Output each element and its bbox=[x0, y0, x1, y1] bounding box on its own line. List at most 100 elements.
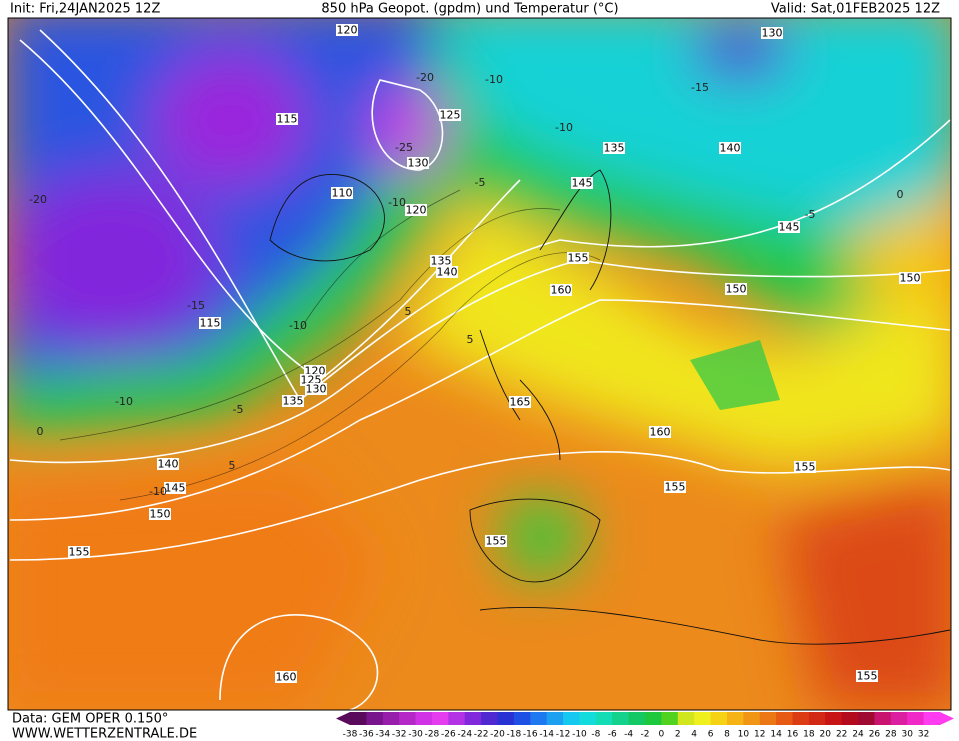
geopotential-label: 160 bbox=[650, 426, 671, 439]
geopotential-label-bg bbox=[157, 458, 179, 470]
colorbar-arrow-right bbox=[940, 712, 954, 725]
colorbar-label: -22 bbox=[474, 730, 489, 740]
colorbar-swatch bbox=[792, 712, 810, 725]
colorbar-label: -14 bbox=[539, 730, 554, 740]
geopotential-label-bg bbox=[899, 272, 921, 284]
geopotential-label-bg bbox=[439, 109, 461, 121]
temperature-label: 5 bbox=[405, 305, 412, 318]
colorbar-swatch bbox=[808, 712, 826, 725]
coastlines bbox=[269, 169, 951, 645]
geopotential-label: 140 bbox=[437, 266, 458, 279]
geopotential-label: 120 bbox=[337, 24, 358, 37]
temperature-contours bbox=[59, 189, 601, 501]
colorbar-label: -36 bbox=[359, 730, 374, 740]
geopotential-label: 155 bbox=[665, 481, 686, 494]
colorbar-label: -24 bbox=[457, 730, 472, 740]
colorbar-swatch bbox=[350, 712, 367, 725]
geopotential-label-bg bbox=[567, 252, 589, 264]
geopotential-label: 110 bbox=[332, 187, 353, 200]
colorbar-swatch bbox=[694, 712, 712, 725]
colorbar-swatch bbox=[464, 712, 482, 725]
geopotential-label-bg bbox=[778, 221, 800, 233]
colorbar-swatch bbox=[628, 712, 646, 725]
geopotential-contours bbox=[9, 29, 951, 710]
geopotential-label: 155 bbox=[486, 535, 507, 548]
colorbar-swatch bbox=[645, 712, 662, 725]
geopotential-label-bg bbox=[725, 283, 747, 295]
colorbar-label: -10 bbox=[572, 730, 587, 740]
colorbar-label: -4 bbox=[624, 730, 633, 740]
temperature-label: -10 bbox=[149, 485, 167, 498]
geopotential-label: 155 bbox=[69, 546, 90, 559]
colorbar-swatch bbox=[759, 712, 777, 725]
colorbar-label: -12 bbox=[556, 730, 571, 740]
colorbar-swatch bbox=[497, 712, 515, 725]
temperature-label: -15 bbox=[187, 299, 205, 312]
colorbar-label: 22 bbox=[836, 730, 847, 740]
geopotential-label-bg bbox=[603, 142, 625, 154]
temperature-label: 5 bbox=[229, 459, 236, 472]
geopotential-label-bg bbox=[761, 27, 783, 39]
temperature-label: 0 bbox=[897, 188, 904, 201]
geopotential-label: 115 bbox=[277, 113, 298, 126]
colorbar-label: 6 bbox=[708, 730, 714, 740]
colorbar-label: 28 bbox=[885, 730, 897, 740]
geopotential-label-bg bbox=[856, 670, 878, 682]
geopotential-label: 145 bbox=[165, 482, 186, 495]
valid-time: Valid: Sat,01FEB2025 12Z bbox=[771, 2, 940, 17]
geopotential-label: 165 bbox=[510, 396, 531, 409]
geopotential-label: 145 bbox=[572, 177, 593, 190]
geopotential-label: 140 bbox=[158, 458, 179, 471]
colorbar-swatch bbox=[841, 712, 859, 725]
temperature-label: -20 bbox=[416, 71, 434, 84]
geopotential-label: 130 bbox=[408, 157, 429, 170]
colorbar-swatch bbox=[382, 712, 400, 725]
colorbar-swatch bbox=[448, 712, 466, 725]
colorbar-swatch bbox=[825, 712, 843, 725]
website: WWW.WETTERZENTRALE.DE bbox=[12, 727, 197, 741]
colorbar-swatch bbox=[858, 712, 875, 725]
geopotential-label: 120 bbox=[406, 204, 427, 217]
colorbar-swatch bbox=[530, 712, 548, 725]
geopotential-label: 155 bbox=[568, 252, 589, 265]
temperature-label: -25 bbox=[395, 141, 413, 154]
geopotential-label-bg bbox=[436, 266, 458, 278]
colorbar-label: 10 bbox=[738, 730, 750, 740]
colorbar-label: 26 bbox=[869, 730, 881, 740]
colorbar-swatch bbox=[726, 712, 744, 725]
geopotential-label: 160 bbox=[551, 284, 572, 297]
colorbar-swatch bbox=[415, 712, 433, 725]
geopotential-label-bg bbox=[276, 113, 298, 125]
geopotential-label-bg bbox=[571, 177, 593, 189]
colorbar-label: -30 bbox=[408, 730, 423, 740]
temperature-label: -10 bbox=[289, 319, 307, 332]
colorbar-swatch bbox=[661, 712, 679, 725]
geopotential-label-bg bbox=[550, 284, 572, 296]
geopotential-label: 160 bbox=[276, 671, 297, 684]
colorbar-label: 16 bbox=[787, 730, 799, 740]
colorbar-swatch bbox=[907, 712, 925, 725]
temperature-field bbox=[8, 18, 951, 710]
geopotential-label: 135 bbox=[283, 395, 304, 408]
geopotential-label: 150 bbox=[150, 508, 171, 521]
geopotential-label: 135 bbox=[604, 142, 625, 155]
colorbar-label: 4 bbox=[691, 730, 697, 740]
geopotential-label: 130 bbox=[306, 383, 327, 396]
colorbar-label: 0 bbox=[659, 730, 665, 740]
geopotential-label-bg bbox=[275, 671, 297, 683]
init-time: Init: Fri,24JAN2025 12Z bbox=[10, 2, 160, 17]
colorbar-swatch bbox=[710, 712, 728, 725]
colorbar-label: 30 bbox=[901, 730, 913, 740]
geopotential-label-bg bbox=[331, 187, 353, 199]
temperature-label: 0 bbox=[37, 425, 44, 438]
geopotential-label-bg bbox=[485, 535, 507, 547]
colorbar-swatch bbox=[546, 712, 564, 725]
temperature-label: -10 bbox=[115, 395, 133, 408]
colorbar-label: 14 bbox=[770, 730, 782, 740]
colorbar-label: -8 bbox=[591, 730, 600, 740]
colorbar-label: 2 bbox=[675, 730, 681, 740]
colorbar-label: -26 bbox=[441, 730, 456, 740]
